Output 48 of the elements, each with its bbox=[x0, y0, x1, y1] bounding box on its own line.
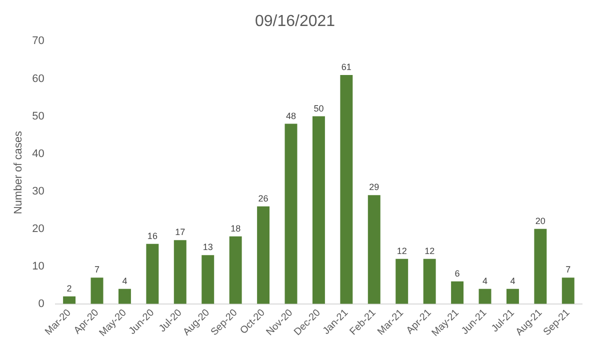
data-label: 4 bbox=[122, 276, 128, 286]
data-label: 7 bbox=[566, 264, 571, 275]
y-tick-label: 20 bbox=[32, 222, 44, 235]
bar bbox=[229, 236, 242, 304]
data-label: 18 bbox=[230, 223, 241, 234]
bar bbox=[340, 74, 353, 304]
bar bbox=[396, 258, 408, 304]
data-label: 4 bbox=[482, 276, 488, 286]
bar bbox=[63, 296, 76, 304]
data-label: 61 bbox=[341, 62, 352, 72]
bar bbox=[174, 240, 186, 304]
bar bbox=[562, 278, 574, 304]
data-label: 12 bbox=[424, 246, 435, 256]
data-label: 29 bbox=[369, 182, 380, 192]
data-label: 2 bbox=[66, 283, 72, 294]
data-label: 6 bbox=[454, 268, 460, 278]
y-tick-label: 40 bbox=[32, 148, 44, 160]
bar bbox=[368, 195, 380, 304]
bar bbox=[451, 281, 464, 304]
bar bbox=[312, 116, 325, 304]
y-tick-label: 10 bbox=[32, 260, 44, 272]
data-label: 4 bbox=[510, 276, 516, 286]
bar bbox=[284, 124, 298, 304]
bar bbox=[534, 228, 547, 304]
bar bbox=[118, 288, 131, 304]
data-label: 26 bbox=[258, 193, 268, 204]
y-axis-title: Number of cases bbox=[12, 130, 25, 214]
y-tick-label: 30 bbox=[32, 185, 44, 198]
data-label: 17 bbox=[175, 227, 186, 238]
data-label: 13 bbox=[202, 242, 213, 252]
bar bbox=[202, 255, 214, 304]
bar bbox=[257, 206, 270, 304]
data-label: 48 bbox=[286, 110, 296, 121]
bar bbox=[506, 288, 519, 304]
data-label: 7 bbox=[94, 264, 100, 275]
chart-title: 09/16/2021 bbox=[254, 13, 336, 30]
y-tick-label: 50 bbox=[32, 110, 44, 122]
bar bbox=[423, 258, 436, 304]
y-tick-label: 0 bbox=[38, 298, 44, 310]
data-label: 16 bbox=[147, 230, 158, 241]
data-label: 12 bbox=[396, 246, 407, 256]
y-tick-label: 60 bbox=[32, 72, 44, 85]
bar bbox=[478, 288, 492, 304]
bar bbox=[146, 244, 159, 304]
bar bbox=[90, 278, 104, 304]
data-label: 20 bbox=[535, 216, 546, 226]
y-tick-label: 70 bbox=[32, 35, 44, 48]
data-label: 50 bbox=[314, 103, 324, 114]
